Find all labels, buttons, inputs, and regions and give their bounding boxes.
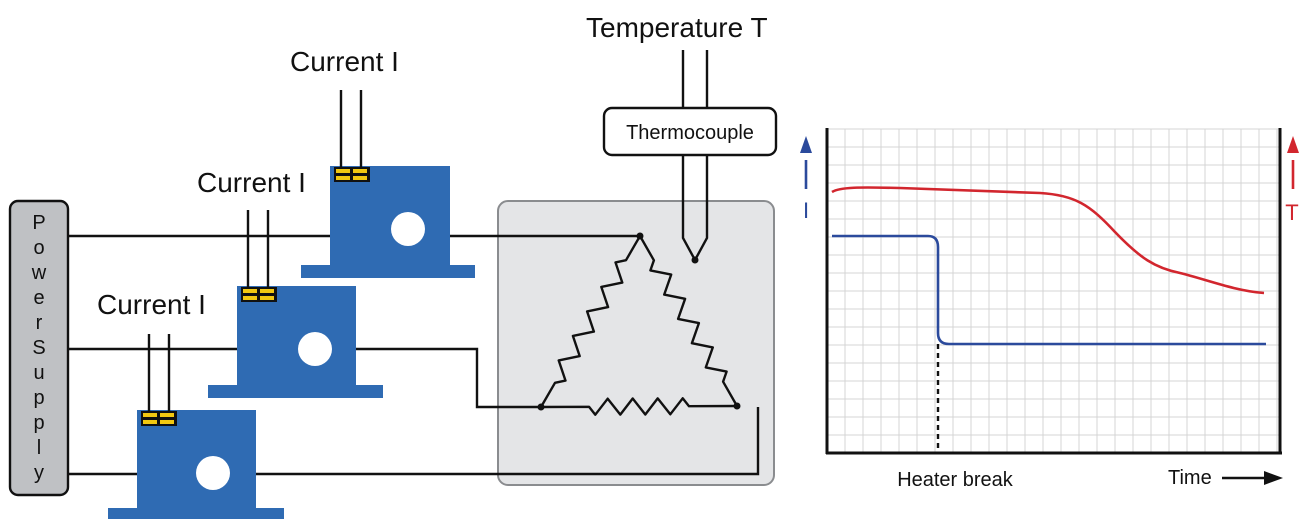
resistor-bottom (540, 397, 738, 416)
terminal-clip-icon (141, 411, 177, 426)
current-label-middle: Current I (197, 167, 306, 198)
arrow-right-icon (1222, 471, 1283, 485)
power-supply-letter: p (33, 412, 44, 434)
arrow-up-icon (800, 136, 812, 153)
heater-break-label: Heater break (897, 469, 1014, 491)
chart: I T Heater break Time (800, 128, 1299, 491)
heater-delta (539, 235, 739, 416)
power-supply-letter: P (32, 212, 45, 234)
current-series (832, 234, 1266, 346)
resistor-right (638, 235, 739, 407)
sensor-hole (298, 332, 332, 366)
chart-grid (827, 128, 1280, 453)
resistor-left (539, 235, 642, 408)
current-transformer-icon (208, 286, 383, 398)
probe-tip (691, 256, 699, 264)
power-supply-letter: y (34, 462, 44, 484)
current-sensor-top (301, 90, 475, 278)
temperature-series (831, 186, 1265, 295)
current-sensor-middle (208, 210, 383, 398)
power-supply-letter: r (36, 312, 43, 334)
right-axis-indicator: T (1285, 136, 1299, 225)
current-transformer-icon (301, 166, 475, 278)
time-label: Time (1168, 467, 1212, 489)
power-supply-letter: w (31, 262, 47, 284)
terminal-clip-icon (241, 287, 277, 302)
power-supply-letter: e (33, 287, 44, 309)
node-top (636, 232, 644, 240)
left-axis-indicator: I (800, 136, 812, 223)
node-left (537, 403, 545, 411)
current-transformer-icon (108, 410, 284, 519)
power-supply-letter: o (33, 237, 44, 259)
left-axis-label: I (803, 198, 809, 223)
power-supply-letter: S (32, 337, 45, 359)
current-sensor-bottom (108, 334, 284, 519)
arrow-up-icon (1287, 136, 1299, 153)
node-right (733, 402, 741, 410)
power-supply-letter: u (33, 362, 44, 384)
power-supply-letter: p (33, 387, 44, 409)
power-supply-letter: l (37, 437, 41, 459)
terminal-clip-icon (334, 167, 370, 182)
sensor-hole (196, 456, 230, 490)
current-label-top: Current I (290, 46, 399, 77)
temperature-label: Temperature T (586, 12, 768, 43)
current-label-bottom: Current I (97, 289, 206, 320)
sensor-hole (391, 212, 425, 246)
thermocouple-box (602, 106, 778, 157)
thermocouple-label: Thermocouple (626, 122, 754, 144)
wire-bottom (68, 407, 760, 476)
furnace-box (497, 200, 775, 486)
right-axis-label: T (1285, 200, 1298, 225)
